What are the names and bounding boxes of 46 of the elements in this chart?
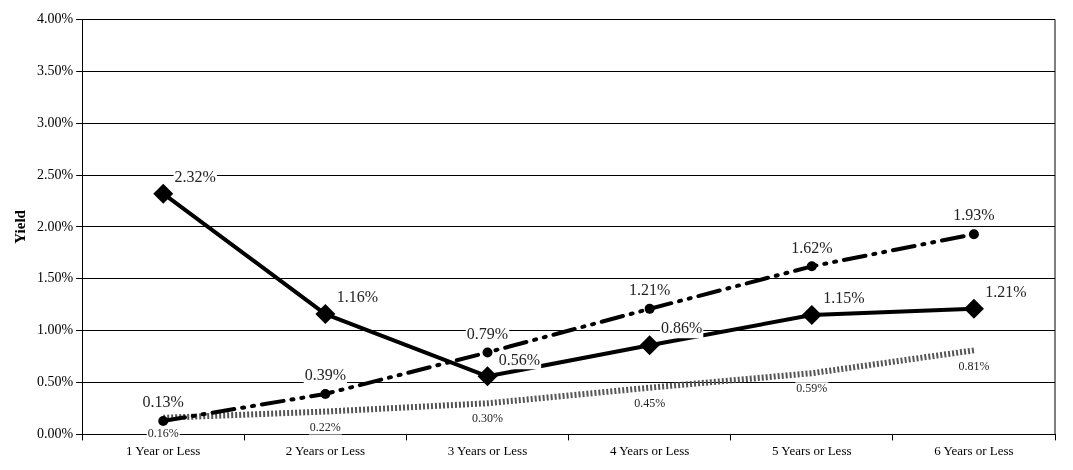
y-axis-title: Yield	[11, 209, 28, 244]
data-label: 0.45%	[634, 395, 666, 410]
y-tick-label: 1.50%	[36, 270, 74, 286]
data-label: 2.32%	[174, 167, 216, 185]
y-tick-label: 0.00%	[36, 426, 74, 442]
data-label: 1.15%	[823, 289, 865, 307]
point	[315, 304, 336, 325]
point	[968, 229, 979, 240]
point	[801, 305, 822, 326]
point	[644, 303, 655, 314]
y-tick-label: 3.00%	[36, 114, 74, 130]
y-tick-label: 4.00%	[36, 11, 74, 27]
data-label: 0.86%	[660, 319, 703, 337]
data-label: 1.62%	[791, 238, 833, 256]
data-label: 0.16%	[147, 425, 179, 440]
data-label: 0.56%	[498, 350, 541, 368]
data-label: 1.21%	[985, 283, 1027, 301]
data-label: 0.39%	[304, 366, 347, 384]
x-tick-label: 3 Years or Less	[447, 442, 528, 458]
x-tick-label: 2 Years or Less	[285, 442, 366, 458]
point	[482, 347, 493, 358]
data-label: 1.93%	[953, 206, 995, 224]
point	[158, 415, 169, 426]
point	[153, 183, 174, 204]
x-tick-label: 5 Years or Less	[772, 442, 852, 458]
data-label: 0.81%	[958, 358, 990, 373]
data-label: 0.59%	[796, 381, 828, 396]
point	[639, 335, 660, 356]
point	[477, 366, 498, 387]
y-tick-label: 0.50%	[36, 374, 74, 390]
point	[963, 298, 984, 319]
data-label: 0.30%	[472, 411, 504, 426]
y-tick-label: 2.00%	[36, 218, 74, 234]
data-label: 1.21%	[628, 281, 671, 299]
x-tick-label: 4 Years or Less	[609, 442, 690, 458]
y-tick-label: 3.50%	[36, 62, 74, 78]
data-label: 0.79%	[466, 324, 509, 342]
data-label: 0.13%	[142, 393, 184, 411]
data-label: 0.22%	[309, 419, 341, 434]
point	[806, 261, 817, 272]
y-tick-label: 1.00%	[36, 322, 74, 338]
point	[320, 388, 331, 399]
x-tick-label: 1 Year or Less	[126, 442, 201, 458]
y-tick-label: 2.50%	[36, 166, 74, 182]
data-label: 1.16%	[336, 288, 379, 306]
x-tick-label: 6 Years or Less	[934, 442, 1014, 458]
